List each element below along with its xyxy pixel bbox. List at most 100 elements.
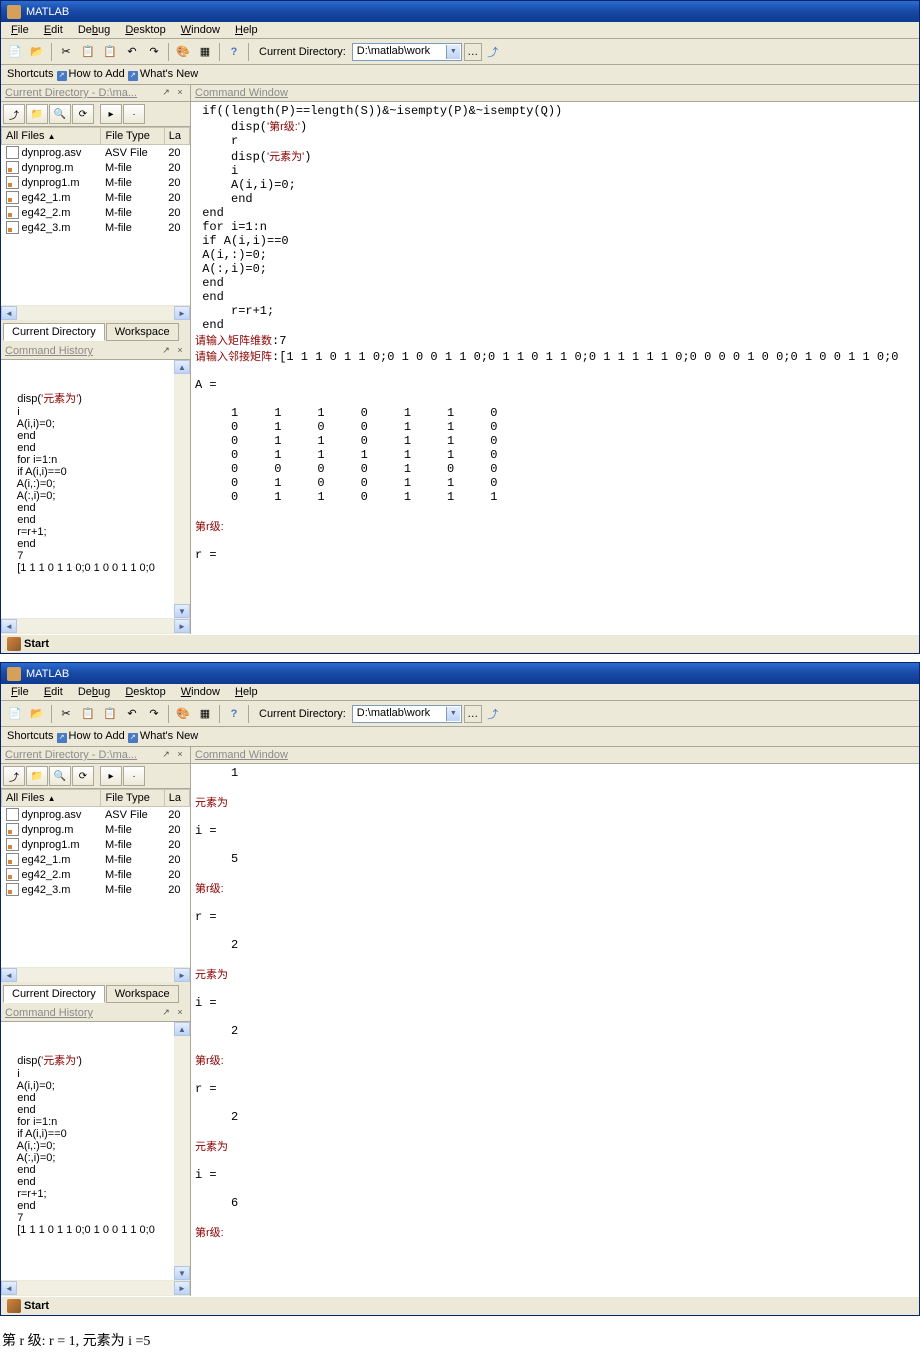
refresh-icon[interactable]: ⟳ <box>72 104 94 124</box>
file-row[interactable]: eg42_3.mM-file20 <box>2 220 190 235</box>
file-row[interactable]: eg42_1.mM-file20 <box>2 190 190 205</box>
copy-icon[interactable]: 📋 <box>78 704 98 724</box>
col-all-files[interactable]: All Files ▲ <box>2 790 101 807</box>
start-button[interactable]: Start <box>1 634 919 653</box>
close-icon[interactable]: × <box>174 749 186 761</box>
new-folder-icon[interactable]: 📁 <box>26 766 48 786</box>
report-icon[interactable]: ▸ <box>100 104 122 124</box>
actions-icon[interactable]: · <box>123 104 145 124</box>
file-row[interactable]: dynprog.asvASV File20 <box>2 145 190 161</box>
help-icon[interactable]: ? <box>224 42 244 62</box>
scroll-down-icon[interactable]: ▼ <box>174 1266 190 1280</box>
scroll-up-icon[interactable]: ▲ <box>174 1022 190 1036</box>
col-all-files[interactable]: All Files ▲ <box>2 128 101 145</box>
redo-icon[interactable]: ↷ <box>144 704 164 724</box>
find-icon[interactable]: 🔍 <box>49 104 71 124</box>
scroll-track[interactable] <box>174 374 190 604</box>
col-la[interactable]: La <box>164 790 189 807</box>
paste-icon[interactable]: 📋 <box>100 42 120 62</box>
undock-icon[interactable]: ↗ <box>160 87 172 99</box>
redo-icon[interactable]: ↷ <box>144 42 164 62</box>
scroll-track[interactable] <box>17 968 174 982</box>
tab-current-directory[interactable]: Current Directory <box>3 985 105 1003</box>
refresh-icon[interactable]: ⟳ <box>72 766 94 786</box>
new-folder-icon[interactable]: 📁 <box>26 104 48 124</box>
scroll-right-icon[interactable]: ► <box>174 619 190 633</box>
whats-new-link[interactable]: What's New <box>140 68 198 80</box>
scroll-up-icon[interactable]: ▲ <box>174 360 190 374</box>
simulink-icon[interactable]: 🎨 <box>173 704 193 724</box>
file-row[interactable]: eg42_3.mM-file20 <box>2 882 190 897</box>
menu-window[interactable]: Window <box>175 684 226 700</box>
undock-icon[interactable]: ↗ <box>160 1007 172 1019</box>
horizontal-scrollbar[interactable]: ◄ ► <box>1 967 190 983</box>
dropdown-arrow-icon[interactable]: ▼ <box>446 45 460 59</box>
menu-file[interactable]: File <box>5 684 35 700</box>
menu-edit[interactable]: Edit <box>38 684 69 700</box>
scroll-track[interactable] <box>17 619 174 633</box>
file-row[interactable]: dynprog1.mM-file20 <box>2 175 190 190</box>
guide-icon[interactable]: ▦ <box>195 704 215 724</box>
copy-icon[interactable]: 📋 <box>78 42 98 62</box>
menu-edit[interactable]: Edit <box>38 22 69 38</box>
help-icon[interactable]: ? <box>224 704 244 724</box>
whats-new-link[interactable]: What's New <box>140 730 198 742</box>
current-directory-select[interactable]: D:\matlab\work ▼ <box>352 43 462 61</box>
file-row[interactable]: dynprog1.mM-file20 <box>2 837 190 852</box>
undo-icon[interactable]: ↶ <box>122 42 142 62</box>
scroll-left-icon[interactable]: ◄ <box>1 1281 17 1295</box>
browse-button[interactable]: … <box>464 705 482 723</box>
scroll-left-icon[interactable]: ◄ <box>1 306 17 320</box>
file-row[interactable]: dynprog.asvASV File20 <box>2 807 190 823</box>
horizontal-scrollbar[interactable]: ◄ ► <box>1 618 190 634</box>
actions-icon[interactable]: · <box>123 766 145 786</box>
how-to-add-link[interactable]: How to Add <box>69 730 125 742</box>
command-window-content[interactable]: if((length(P)==length(S))&~isempty(P)&~i… <box>191 102 919 634</box>
col-file-type[interactable]: File Type <box>101 128 164 145</box>
titlebar[interactable]: MATLAB <box>1 1 919 22</box>
up-folder-icon[interactable]: ⤴ <box>3 104 25 124</box>
close-icon[interactable]: × <box>174 87 186 99</box>
close-icon[interactable]: × <box>174 345 186 357</box>
titlebar[interactable]: MATLAB <box>1 663 919 684</box>
scroll-right-icon[interactable]: ► <box>174 968 190 982</box>
guide-icon[interactable]: ▦ <box>195 42 215 62</box>
file-row[interactable]: dynprog.mM-file20 <box>2 822 190 837</box>
file-row[interactable]: dynprog.mM-file20 <box>2 160 190 175</box>
vertical-scrollbar[interactable]: ▲ ▼ <box>174 1022 190 1280</box>
undo-icon[interactable]: ↶ <box>122 704 142 724</box>
tab-workspace[interactable]: Workspace <box>106 985 179 1003</box>
menu-file[interactable]: File <box>5 22 35 38</box>
col-la[interactable]: La <box>164 128 189 145</box>
scroll-track[interactable] <box>17 1281 174 1295</box>
current-directory-select[interactable]: D:\matlab\work ▼ <box>352 705 462 723</box>
go-up-icon[interactable]: ⤴ <box>484 43 502 61</box>
command-history-content[interactable]: disp('元素为') i A(i,i)=0; end end for i=1:… <box>1 360 190 618</box>
simulink-icon[interactable]: 🎨 <box>173 42 193 62</box>
how-to-add-link[interactable]: How to Add <box>69 68 125 80</box>
command-history-content[interactable]: disp('元素为') i A(i,i)=0; end end for i=1:… <box>1 1022 190 1280</box>
scroll-track[interactable] <box>17 306 174 320</box>
file-row[interactable]: eg42_2.mM-file20 <box>2 867 190 882</box>
cut-icon[interactable]: ✂ <box>56 42 76 62</box>
up-folder-icon[interactable]: ⤴ <box>3 766 25 786</box>
scroll-left-icon[interactable]: ◄ <box>1 619 17 633</box>
menu-debug[interactable]: Debug <box>72 22 116 38</box>
command-window-content[interactable]: 1 元素为 i = 5 第r级: r = 2 元素为 i = 2 第r级: r … <box>191 764 919 1296</box>
horizontal-scrollbar[interactable]: ◄ ► <box>1 305 190 321</box>
menu-debug[interactable]: Debug <box>72 684 116 700</box>
open-file-icon[interactable]: 📂 <box>27 42 47 62</box>
scroll-down-icon[interactable]: ▼ <box>174 604 190 618</box>
scroll-right-icon[interactable]: ► <box>174 306 190 320</box>
start-button[interactable]: Start <box>1 1296 919 1315</box>
find-icon[interactable]: 🔍 <box>49 766 71 786</box>
dropdown-arrow-icon[interactable]: ▼ <box>446 707 460 721</box>
scroll-left-icon[interactable]: ◄ <box>1 968 17 982</box>
col-file-type[interactable]: File Type <box>101 790 164 807</box>
report-icon[interactable]: ▸ <box>100 766 122 786</box>
menu-desktop[interactable]: Desktop <box>119 684 171 700</box>
new-file-icon[interactable]: 📄 <box>5 704 25 724</box>
tab-workspace[interactable]: Workspace <box>106 323 179 341</box>
paste-icon[interactable]: 📋 <box>100 704 120 724</box>
menu-desktop[interactable]: Desktop <box>119 22 171 38</box>
